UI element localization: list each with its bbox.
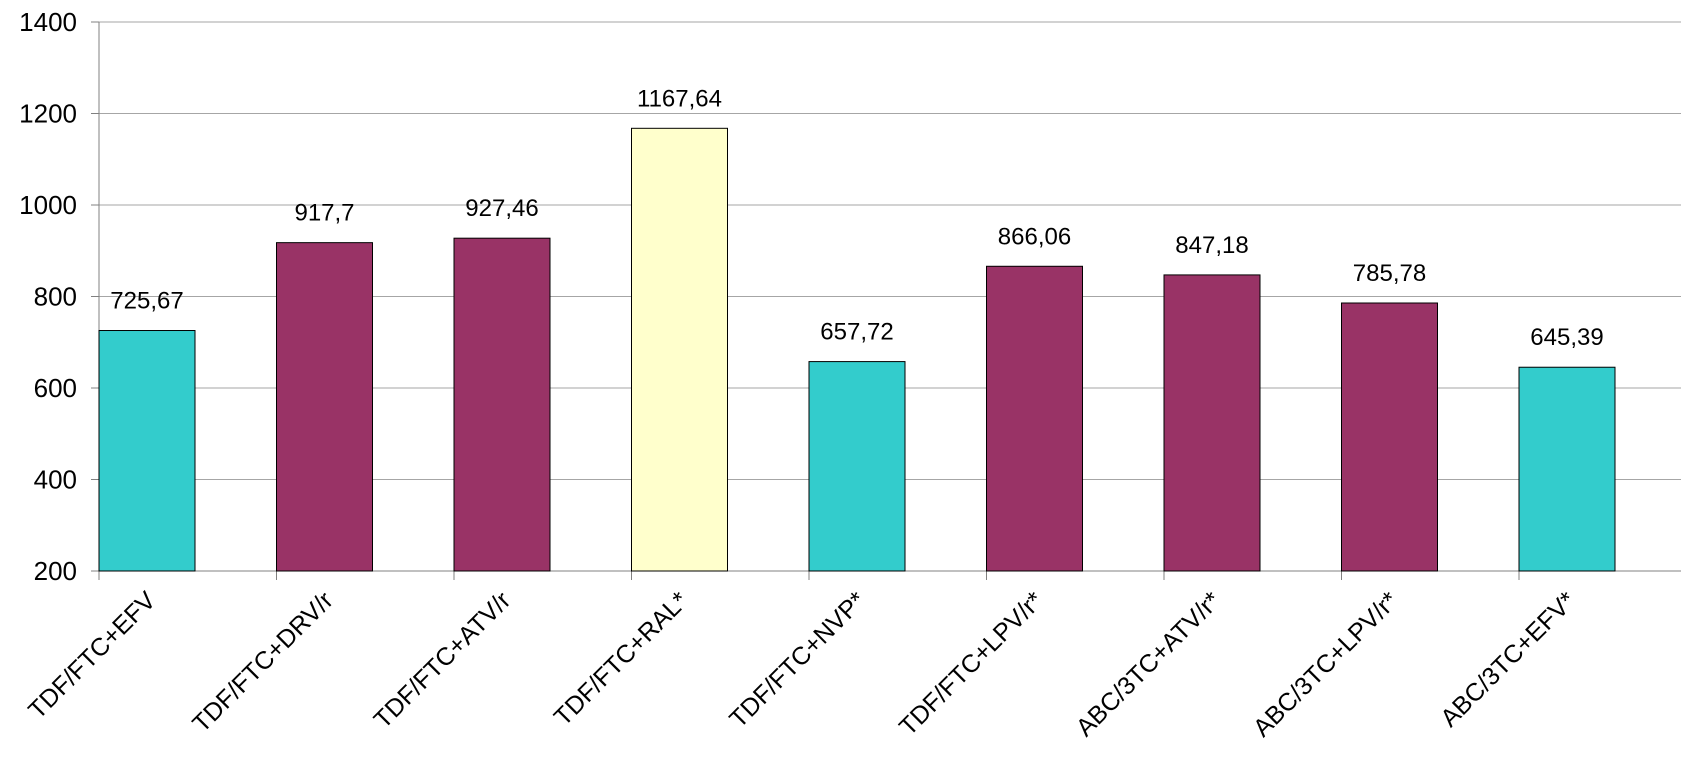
category-label: ABC/3TC+LPV/r*	[1248, 586, 1404, 742]
y-tick-label: 800	[34, 282, 77, 312]
data-label: 927,46	[465, 195, 538, 222]
bar	[453, 237, 551, 572]
category-label: TDF/FTC+EFV	[23, 586, 161, 724]
y-axis-ticks: 200 400 600 800 1000 1200 1400	[19, 7, 99, 586]
category-label: ABC/3TC+ATV/r*	[1071, 586, 1227, 742]
y-tick-label: 1000	[19, 190, 77, 220]
data-label: 1167,64	[637, 85, 722, 112]
bar	[1518, 366, 1616, 572]
data-label: 866,06	[998, 223, 1071, 250]
data-label: 645,39	[1530, 324, 1603, 351]
bar	[631, 127, 728, 572]
bar	[1163, 274, 1261, 572]
data-label: 917,7	[294, 200, 354, 227]
category-label: ABC/3TC+EFV*	[1435, 586, 1581, 732]
category-label: TDF/FTC+NVP*	[724, 586, 871, 733]
y-tick-label: 200	[34, 556, 77, 586]
bar	[276, 242, 373, 572]
x-axis-labels: TDF/FTC+EFV TDF/FTC+DRV/r TDF/FTC+ATV/r TDF…	[23, 586, 1581, 742]
category-label: TDF/FTC+RAL*	[549, 586, 694, 731]
bars	[98, 127, 1616, 572]
bar	[808, 361, 906, 572]
category-label: TDF/FTC+DRV/r	[187, 586, 339, 738]
bar	[98, 330, 196, 572]
data-label: 657,72	[820, 319, 893, 346]
data-label: 785,78	[1353, 260, 1426, 287]
y-tick-label: 1400	[19, 7, 77, 37]
data-label: 725,67	[110, 288, 183, 315]
bar	[986, 265, 1083, 572]
category-label: TDF/FTC+ATV/r	[369, 586, 517, 734]
category-label: TDF/FTC+LPV/r*	[894, 586, 1049, 741]
data-labels: 725,67 917,7 927,46 1167,64 657,72 866,06 847,…	[110, 85, 1603, 351]
data-label: 847,18	[1175, 232, 1248, 259]
y-tick-label: 600	[34, 373, 77, 403]
bar	[1341, 302, 1438, 572]
y-tick-label: 400	[34, 465, 77, 495]
y-tick-label: 1200	[19, 99, 77, 129]
